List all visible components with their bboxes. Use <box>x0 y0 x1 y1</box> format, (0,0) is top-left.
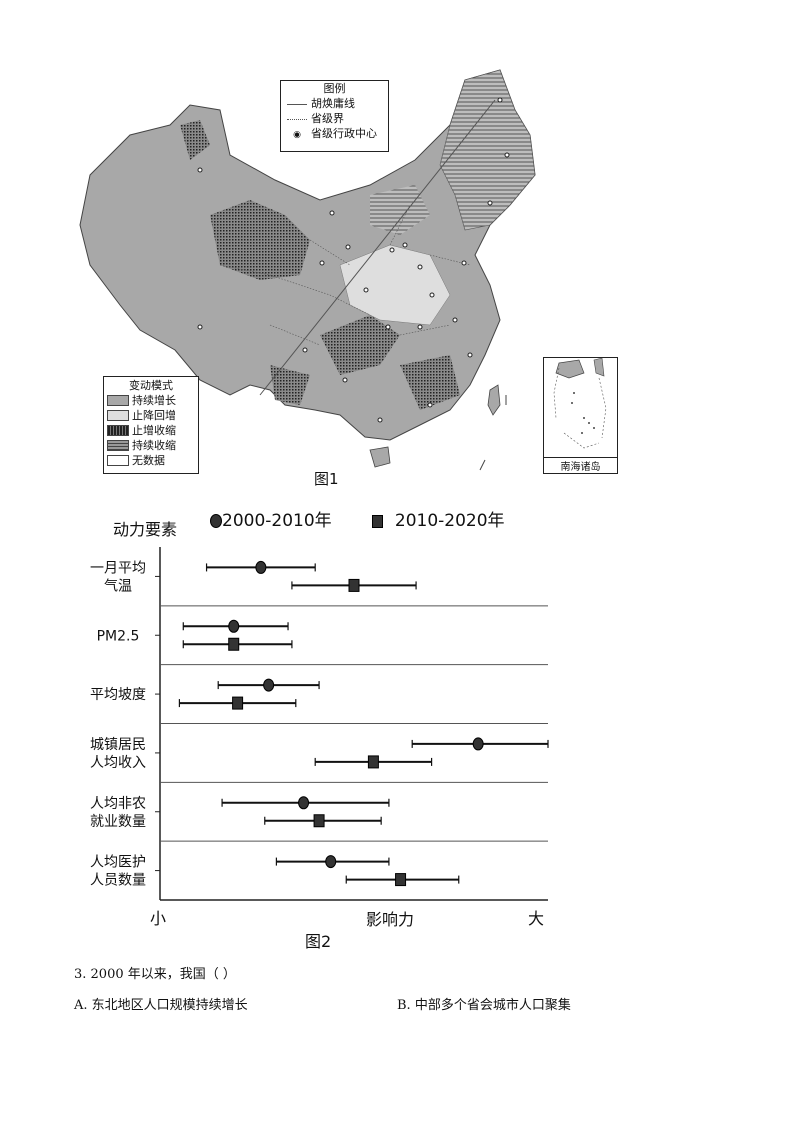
data-point-square <box>232 696 244 710</box>
legend-item-mode: 止增收缩 <box>107 423 198 438</box>
category-label: 人均医护人员数量 <box>90 855 146 889</box>
figure1-caption: 图1 <box>314 470 339 488</box>
data-point-circle <box>263 678 275 692</box>
circle-marker-icon <box>210 514 222 528</box>
data-point-circle <box>298 796 310 810</box>
taiwan-island <box>487 384 501 416</box>
legend-item-hu-line: 胡焕庸线 <box>281 96 388 111</box>
category-label: 一月平均气温 <box>90 560 146 594</box>
mainland-region <box>79 69 536 441</box>
capital-dot-icon: ◉ <box>293 130 301 140</box>
y-axis-title: 动力要素 <box>113 520 178 539</box>
option-a[interactable]: A. 东北地区人口规模持续增长 <box>74 998 248 1013</box>
question-stem: 3. 2000 年以来，我国（ ） <box>74 967 236 982</box>
category-label: 平均坡度 <box>90 687 146 703</box>
solid-line-icon <box>287 103 307 105</box>
option-b[interactable]: B. 中部多个省会城市人口聚集 <box>397 998 571 1013</box>
swatch-icon <box>107 440 129 451</box>
data-point-square <box>313 814 325 828</box>
category-label: 人均非农就业数量 <box>90 796 146 830</box>
legend-item-capital: ◉ 省级行政中心 <box>281 126 388 143</box>
data-point-square <box>348 578 360 592</box>
south-china-sea-inset: 南海诸岛 <box>543 357 618 474</box>
swatch-icon <box>107 410 129 421</box>
inset-label: 南海诸岛 <box>544 457 617 473</box>
map-legend-title: 图例 <box>323 82 346 95</box>
legend-item-province-border: 省级界 <box>281 111 388 126</box>
swatch-icon <box>107 395 129 406</box>
hu-huanyong-line <box>259 99 496 396</box>
chart-legend: 2000-2010年 2010-2020年 <box>210 506 505 531</box>
square-marker-icon <box>372 514 384 528</box>
data-point-square <box>395 873 407 887</box>
data-point-circle <box>255 560 267 574</box>
data-point-square <box>367 755 379 769</box>
data-point-circle <box>228 619 240 633</box>
hainan-island <box>369 446 391 468</box>
change-mode-legend: 变动模式 持续增长 止降回增 止增收缩 持续收缩 无数据 <box>103 376 199 474</box>
data-point-square <box>228 637 240 651</box>
x-axis-title: 影响力 <box>366 910 415 929</box>
figure2-caption: 图2 <box>305 932 332 951</box>
legend-item-mode: 持续增长 <box>107 393 198 408</box>
x-max-label: 大 <box>528 909 545 928</box>
china-population-change-map <box>79 69 536 471</box>
legend-item-mode: 止降回增 <box>107 408 198 423</box>
legend-series-1: 2000-2010年 <box>222 511 332 531</box>
category-label: PM2.5 <box>97 628 140 644</box>
data-point-circle <box>325 855 337 869</box>
legend-series-2: 2010-2020年 <box>394 511 505 531</box>
dotted-line-icon <box>287 118 307 120</box>
change-mode-title: 变动模式 <box>129 379 173 392</box>
swatch-icon <box>107 425 129 436</box>
data-point-circle <box>472 737 484 751</box>
legend-item-mode: 持续收缩 <box>107 438 198 453</box>
inset-map <box>553 357 607 449</box>
map-legend: 图例 胡焕庸线 省级界 ◉ 省级行政中心 <box>280 80 389 152</box>
legend-item-mode: 无数据 <box>107 453 198 468</box>
category-label: 城镇居民人均收入 <box>90 737 146 771</box>
swatch-icon <box>107 455 129 466</box>
x-min-label: 小 <box>150 909 167 928</box>
